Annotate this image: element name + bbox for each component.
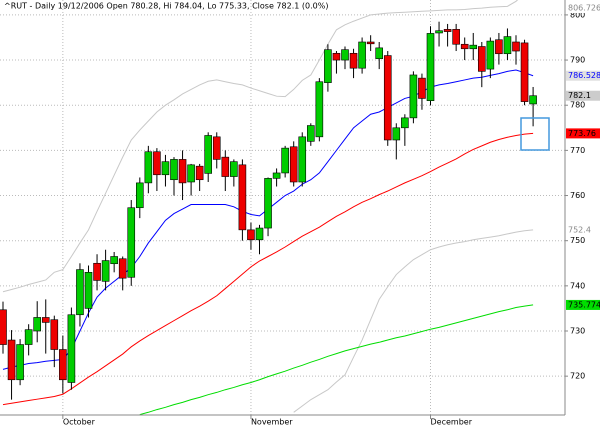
candle-body — [341, 49, 349, 61]
candle-body — [221, 156, 230, 177]
value-label-box — [566, 3, 600, 13]
y-tick-label: 720 — [570, 372, 585, 381]
candle-body — [366, 41, 375, 45]
y-tick-label: 740 — [570, 281, 585, 290]
value-label: 735.774 — [568, 300, 600, 309]
y-tick-label: 780 — [570, 101, 585, 110]
value-label-box — [566, 299, 600, 310]
candle-body — [477, 46, 486, 72]
highlight-box — [520, 117, 550, 151]
candle-body — [358, 41, 366, 69]
y-tick-label: 760 — [570, 191, 585, 200]
candle-body — [272, 172, 281, 179]
candle-body — [460, 43, 469, 50]
candle-body — [33, 317, 42, 332]
candle-body — [93, 262, 101, 281]
candle-body — [178, 159, 187, 184]
candle-body — [520, 42, 529, 102]
candle-body — [67, 314, 76, 383]
candle-body — [127, 207, 136, 278]
candle-body — [452, 29, 460, 45]
value-label: 782.1 — [568, 91, 591, 100]
candle-body — [469, 44, 478, 50]
chart-title: ^RUT - Daily 19/12/2006 Open 780.28, Hi … — [4, 2, 328, 11]
x-tick-label: October — [63, 418, 96, 427]
candle-body — [136, 182, 144, 209]
y-tick-label: 800 — [570, 10, 585, 19]
candle-body — [503, 36, 512, 55]
candle-body — [306, 125, 315, 142]
y-tick-label: 770 — [570, 146, 585, 155]
value-label: 786.528 — [568, 71, 600, 80]
candle-body — [486, 40, 495, 70]
candle-body — [187, 164, 195, 183]
candle-body — [281, 147, 289, 174]
candle-body — [230, 161, 238, 177]
candle-body — [247, 229, 255, 241]
indicator-line — [2, 132, 534, 406]
value-label-box — [566, 90, 600, 101]
candle-body — [195, 165, 204, 181]
candle-body — [443, 29, 452, 32]
value-label-box — [566, 224, 600, 235]
candle-body — [392, 127, 401, 141]
candle-body — [418, 77, 426, 99]
candle-body — [349, 52, 358, 69]
candle-body — [315, 81, 324, 138]
candle-body — [324, 49, 332, 83]
candle-body — [153, 151, 161, 176]
candle-body — [383, 55, 392, 141]
candle-body — [41, 317, 50, 323]
candle-body — [255, 227, 264, 241]
candle-body — [170, 159, 178, 181]
axis-labels: 720 730 740 750 760 770 780 790 800 October Novemb… — [63, 3, 600, 427]
y-tick-label: 790 — [570, 56, 585, 65]
indicator-line — [293, 229, 534, 413]
candle-body — [332, 52, 341, 61]
candle-body — [0, 309, 7, 345]
candle-body — [204, 135, 212, 174]
candle-body — [50, 319, 59, 350]
candle-body — [264, 178, 272, 229]
indicator-line — [139, 304, 534, 415]
value-label: 806.726 — [568, 4, 600, 13]
candle-body — [495, 39, 503, 55]
indicator-line — [2, 0, 519, 293]
y-tick-label: 750 — [570, 236, 585, 245]
candle-body — [110, 256, 118, 265]
candle-body — [7, 339, 16, 381]
candle-body — [512, 41, 520, 52]
x-tick-label: November — [251, 418, 293, 427]
candle-body — [118, 258, 127, 279]
candle-body — [401, 117, 409, 129]
x-tick-label: December — [431, 418, 473, 427]
candle-body — [24, 329, 33, 345]
candle-body — [298, 136, 307, 183]
candle-body — [212, 136, 221, 160]
candle-body — [84, 272, 93, 309]
candle-body — [426, 33, 435, 102]
candle-body — [409, 74, 418, 119]
candle-body — [161, 161, 170, 176]
candle-body — [101, 260, 110, 282]
candle-body — [16, 344, 24, 381]
candle-body — [289, 146, 298, 183]
value-label-box — [566, 70, 600, 81]
value-label-box — [566, 128, 600, 139]
candle-body — [144, 151, 153, 184]
value-label: 752.4 — [568, 225, 591, 234]
candle-body — [59, 349, 67, 381]
y-tick-label: 730 — [570, 327, 585, 336]
candle-body — [435, 30, 443, 34]
candle-body — [76, 269, 84, 316]
value-label: 773.76 — [568, 129, 596, 138]
candle-body — [238, 164, 247, 231]
plot-area — [0, 0, 537, 415]
candle-body — [529, 95, 537, 105]
candle-body — [375, 47, 384, 60]
